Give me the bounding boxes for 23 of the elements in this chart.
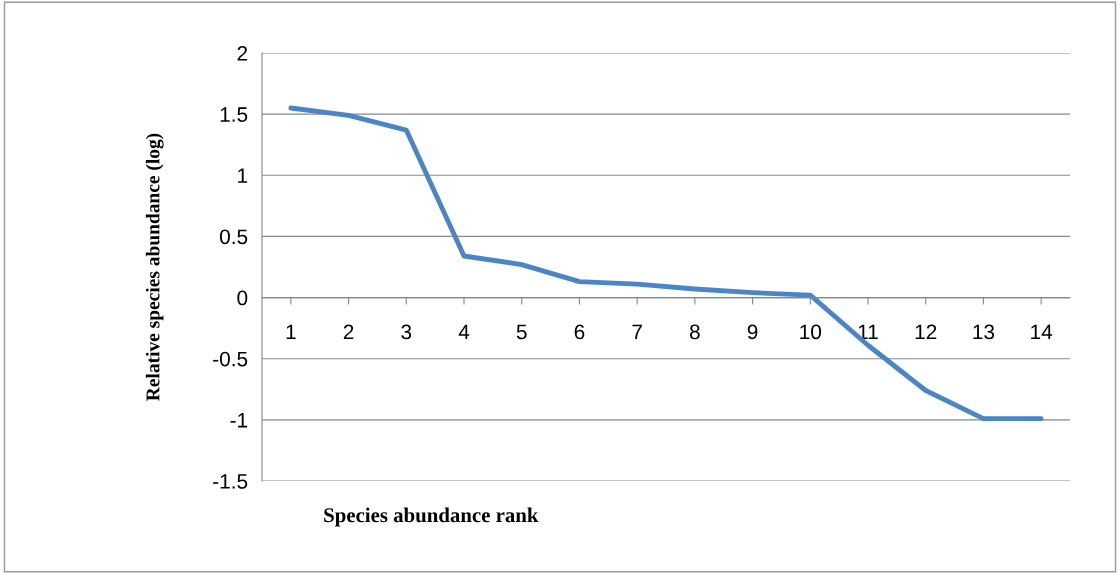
y-tick-label: 2 — [237, 46, 248, 61]
x-tick-label: 2 — [343, 324, 354, 340]
x-tick-label: 14 — [1031, 324, 1053, 340]
x-tick-label: 5 — [516, 324, 527, 340]
x-tick-label: 4 — [458, 324, 470, 340]
x-tick-label: 12 — [915, 324, 937, 340]
x-tick-label: 1 — [286, 324, 296, 340]
x-tick-label: 6 — [574, 324, 585, 340]
x-axis-title: Species abundance rank — [324, 507, 539, 527]
y-tick-label: -0.5 — [213, 351, 248, 367]
y-tick-label: 0.5 — [219, 229, 248, 245]
y-tick-label: -1 — [230, 413, 248, 428]
x-tick-label: 7 — [632, 324, 642, 340]
y-tick-label: 0 — [237, 290, 248, 306]
y-tick-label: 1 — [238, 168, 248, 183]
y-tick-label: -1.5 — [213, 474, 248, 489]
x-tick-label: 13 — [973, 324, 995, 340]
y-tick-label: 1.5 — [220, 107, 248, 122]
x-tick-label: 3 — [401, 324, 412, 340]
x-tick-label: 10 — [800, 324, 822, 340]
x-tick-label: 8 — [689, 324, 700, 340]
x-tick-label: 9 — [747, 324, 758, 340]
y-axis-title: Relative species abundance (log) — [145, 133, 164, 401]
